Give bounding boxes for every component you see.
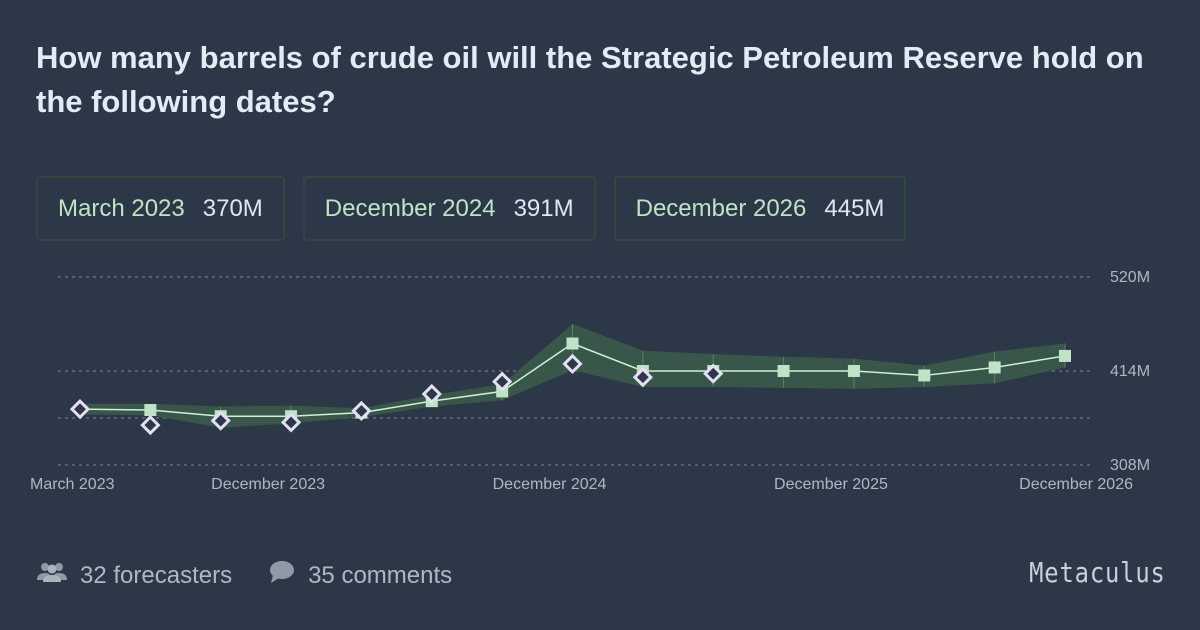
resolved-point	[492, 371, 513, 392]
question-title: How many barrels of crude oil will the S…	[36, 40, 1144, 119]
x-tick-label: December 2025	[774, 476, 888, 493]
x-tick-label: December 2023	[211, 476, 325, 493]
resolved-point	[421, 383, 442, 405]
forecast-chart: 308M 414M 520M March 2023 December 2023 Decem…	[30, 269, 1150, 493]
comments-count[interactable]: 35 comments	[308, 561, 453, 589]
resolved-point	[140, 414, 161, 436]
comment-icon	[268, 560, 296, 591]
footer-stats: 32 forecasters 35 comments	[36, 560, 452, 591]
card-label: March 2023	[58, 194, 185, 222]
forecast-card-march-2023[interactable]: March 2023 370M	[36, 176, 285, 241]
median-point	[847, 365, 860, 377]
x-tick-label: December 2024	[493, 476, 607, 493]
y-tick-label: 414M	[1110, 363, 1150, 380]
forecast-card-december-2024[interactable]: December 2024 391M	[302, 176, 596, 241]
y-tick-label: 308M	[1110, 457, 1150, 474]
resolved-point	[351, 400, 372, 422]
card-value: 445M	[824, 194, 885, 222]
resolved-point	[632, 367, 653, 388]
median-point	[988, 361, 1001, 374]
forecast-card-december-2026[interactable]: December 2026 445M	[613, 176, 907, 241]
people-icon	[36, 560, 68, 591]
resolved-point	[280, 412, 302, 433]
resolved-point	[69, 399, 91, 420]
resolved-point	[210, 410, 231, 431]
median-point	[777, 365, 790, 377]
resolved-point	[562, 353, 583, 375]
x-tick-label: March 2023	[30, 476, 115, 493]
metaculus-logo[interactable]: Metaculus	[1029, 556, 1166, 589]
median-point	[144, 404, 157, 417]
forecasters-count[interactable]: 32 forecasters	[80, 561, 233, 589]
median-point	[918, 369, 931, 382]
card-value: 391M	[513, 194, 574, 222]
median-point	[1059, 349, 1071, 362]
median-point	[566, 337, 579, 350]
forecast-cards: March 2023 370M December 2024 391M Decem…	[36, 176, 907, 241]
card-label: December 2024	[324, 194, 496, 222]
x-tick-label: December 2026	[1019, 476, 1133, 493]
y-tick-label: 520M	[1110, 269, 1150, 286]
card-value: 370M	[202, 194, 263, 222]
card-label: December 2026	[635, 194, 807, 222]
resolved-point	[703, 363, 724, 384]
